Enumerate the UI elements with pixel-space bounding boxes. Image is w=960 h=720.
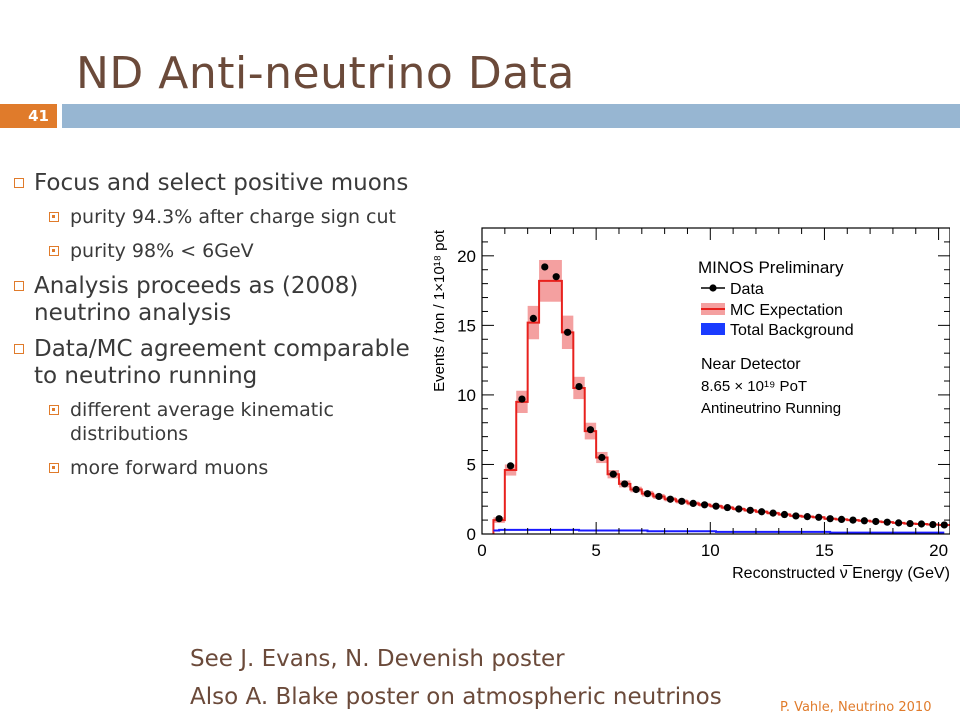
legend-data-marker	[709, 284, 717, 292]
bullet-text: Focus and select positive muons	[34, 170, 409, 196]
data-point	[575, 382, 583, 391]
sub-bullet-item: purity 94.3% after charge sign cut	[14, 205, 414, 229]
slide-title: ND Anti-neutrino Data	[76, 48, 575, 99]
data-point	[678, 497, 686, 505]
data-point	[586, 426, 595, 434]
x-tick-label: 0	[477, 541, 486, 560]
data-point	[564, 328, 572, 336]
x-tick-label: 5	[591, 541, 600, 560]
energy-spectrum-chart: 0 5 10 15 20 0 5 10 15 20 Reconstructed ν̅ Energy …	[431, 227, 950, 582]
bullet-item: Analysis proceeds as (2008) neutrino ana…	[14, 273, 414, 327]
data-point	[940, 521, 948, 529]
square-bullet-icon	[49, 405, 59, 415]
y-tick-label: 5	[467, 455, 476, 474]
legend-mc-label: MC Expectation	[730, 302, 843, 319]
slide-number: 41	[0, 104, 57, 128]
square-bullet-icon	[49, 212, 59, 222]
title-bar	[62, 104, 960, 128]
data-point	[929, 520, 937, 529]
data-point	[518, 395, 526, 403]
bullet-list: Focus and select positive muons purity 9…	[14, 170, 414, 490]
bullet-item: Data/MC agreement comparable to neutrino…	[14, 336, 414, 480]
sub-bullet-item: more forward muons	[14, 456, 414, 480]
annotation-detector: Near Detector	[701, 356, 801, 373]
bullet-text: Analysis proceeds as (2008) neutrino ana…	[34, 273, 359, 326]
y-tick-label: 0	[467, 525, 476, 544]
data-point	[598, 453, 606, 462]
background-line	[493, 528, 945, 534]
data-point	[643, 490, 652, 498]
data-point	[792, 512, 800, 520]
legend-data-label: Data	[730, 281, 764, 298]
data-point	[655, 492, 663, 501]
data-point	[780, 510, 789, 519]
data-point	[758, 508, 766, 516]
data-point	[506, 462, 515, 470]
data-point	[746, 506, 754, 514]
sub-bullet-text: more forward muons	[70, 457, 269, 479]
data-point	[860, 517, 868, 525]
data-point	[735, 505, 743, 513]
sub-bullet-item: purity 98% < 6GeV	[14, 239, 414, 263]
data-point	[826, 515, 834, 523]
data-point	[712, 502, 720, 510]
annotation-running: Antineutrino Running	[701, 400, 841, 417]
mc-expectation-line	[492, 279, 950, 534]
poster-note-2: Also A. Blake poster on atmospheric neut…	[190, 684, 722, 710]
x-tick-label: 20	[929, 541, 948, 560]
data-point	[541, 263, 549, 271]
data-point	[609, 470, 617, 478]
sub-bullet-text: purity 98% < 6GeV	[70, 240, 254, 262]
sub-bullet-text: different average kinematic distribution…	[70, 399, 334, 445]
data-point	[529, 314, 537, 323]
author-credit: P. Vahle, Neutrino 2010	[780, 700, 932, 715]
square-bullet-icon	[14, 344, 24, 354]
data-point	[621, 480, 629, 488]
bullet-item: Focus and select positive muons purity 9…	[14, 170, 414, 263]
legend-header: MINOS Preliminary	[698, 258, 844, 277]
data-point	[700, 501, 709, 509]
sub-bullet-text: purity 94.3% after charge sign cut	[70, 206, 396, 228]
data-point	[632, 485, 640, 494]
sub-bullet-list: different average kinematic distribution…	[34, 398, 414, 480]
sub-bullet-item: different average kinematic distribution…	[14, 398, 414, 446]
bullet-text: Data/MC agreement comparable to neutrino…	[34, 336, 410, 389]
data-point	[723, 503, 732, 512]
y-tick-label: 15	[457, 316, 476, 335]
legend-background-swatch	[701, 323, 725, 335]
data-point	[837, 515, 846, 523]
data-point	[849, 516, 857, 524]
x-tick-label: 15	[815, 541, 834, 560]
data-point	[552, 273, 560, 281]
x-tick-label: 10	[701, 541, 720, 560]
legend-background-label: Total Background	[730, 322, 854, 339]
y-tick-label: 20	[457, 247, 476, 266]
data-point	[906, 519, 914, 528]
data-point	[872, 517, 880, 526]
data-point	[895, 519, 903, 527]
data-point	[769, 509, 777, 517]
data-point	[689, 499, 697, 507]
square-bullet-icon	[49, 246, 59, 256]
x-axis-label: Reconstructed ν̅ Energy (GeV)	[732, 564, 950, 582]
data-point	[917, 520, 926, 528]
sub-bullet-list: purity 94.3% after charge sign cut purit…	[34, 205, 414, 263]
y-axis-label: Events / ton / 1×10¹⁸ pot	[431, 229, 448, 392]
data-point	[803, 513, 811, 521]
annotation-pot: 8.65 × 10¹⁹ PoT	[701, 378, 807, 395]
data-point	[495, 515, 503, 523]
data-point	[883, 518, 891, 526]
poster-note-1: See J. Evans, N. Devenish poster	[190, 646, 565, 672]
square-bullet-icon	[14, 178, 24, 188]
square-bullet-icon	[49, 463, 59, 473]
data-point	[666, 495, 674, 503]
square-bullet-icon	[14, 281, 24, 291]
y-tick-label: 10	[457, 386, 476, 405]
data-point	[815, 513, 823, 521]
